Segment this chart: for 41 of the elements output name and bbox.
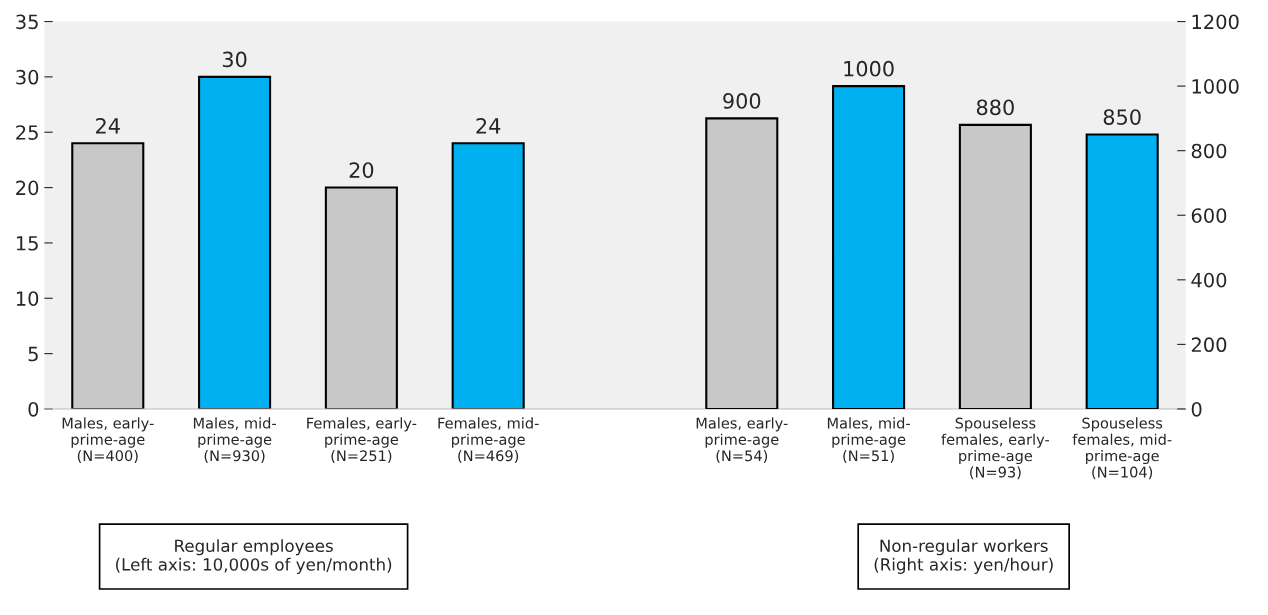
y2-tick-label: 0 bbox=[1191, 401, 1202, 417]
data-label: 850 bbox=[1103, 109, 1141, 125]
bar bbox=[705, 117, 779, 409]
y-tick-label: 25 bbox=[16, 125, 38, 140]
y2-tick-label: 1000 bbox=[1192, 79, 1239, 94]
y2-tick-label: 1200 bbox=[1192, 14, 1239, 30]
data-label: 900 bbox=[723, 93, 761, 109]
y2-tick-label: 600 bbox=[1191, 208, 1227, 223]
x-tick-label: Males, early- prime-age (N=400) bbox=[62, 417, 154, 463]
y-tick-label: 35 bbox=[16, 14, 38, 30]
y-tick-label: 15 bbox=[16, 236, 38, 251]
bar bbox=[451, 142, 525, 409]
y2-tick-label: 800 bbox=[1191, 143, 1227, 159]
data-label: 1000 bbox=[844, 60, 894, 77]
bar bbox=[832, 85, 906, 409]
y2-tick-label: 400 bbox=[1191, 272, 1227, 288]
x-tick-label: Males, mid- prime-age (N=930) bbox=[193, 417, 276, 463]
bar bbox=[958, 123, 1032, 409]
bar bbox=[198, 75, 272, 409]
data-label: 20 bbox=[349, 162, 374, 178]
bar bbox=[71, 142, 145, 409]
x-tick-label: Females, early- prime-age (N=251) bbox=[307, 417, 417, 463]
text: Non-regular workers (Right axis: yen/hour) bbox=[874, 539, 1053, 574]
y-tick-label: 10 bbox=[16, 291, 39, 306]
y-tick-label: 20 bbox=[16, 180, 39, 196]
data-label: 30 bbox=[222, 51, 247, 68]
data-label: 24 bbox=[476, 117, 501, 134]
y-tick-label: 0 bbox=[28, 401, 39, 417]
x-tick-label: Spouseless females, early- prime-age (N=93) bbox=[941, 417, 1050, 480]
y-tick-label: 5 bbox=[28, 346, 38, 362]
bar bbox=[1085, 133, 1159, 409]
text: Regular employees (Left axis: 10,000s of yen/month) bbox=[116, 539, 392, 574]
bar bbox=[324, 186, 398, 409]
x-tick-label: Males, early- prime-age (N=54) bbox=[696, 417, 788, 463]
x-tick-label: Spouseless females, mid- prime-age (N=104) bbox=[1072, 417, 1172, 480]
x-tick-label: Males, mid- prime-age (N=51) bbox=[827, 417, 910, 463]
data-label: 24 bbox=[96, 117, 120, 134]
data-label: 880 bbox=[976, 99, 1014, 116]
y2-tick-label: 200 bbox=[1191, 337, 1227, 353]
y-tick-label: 30 bbox=[16, 69, 39, 85]
x-tick-label: Females, mid- prime-age (N=469) bbox=[438, 417, 539, 463]
